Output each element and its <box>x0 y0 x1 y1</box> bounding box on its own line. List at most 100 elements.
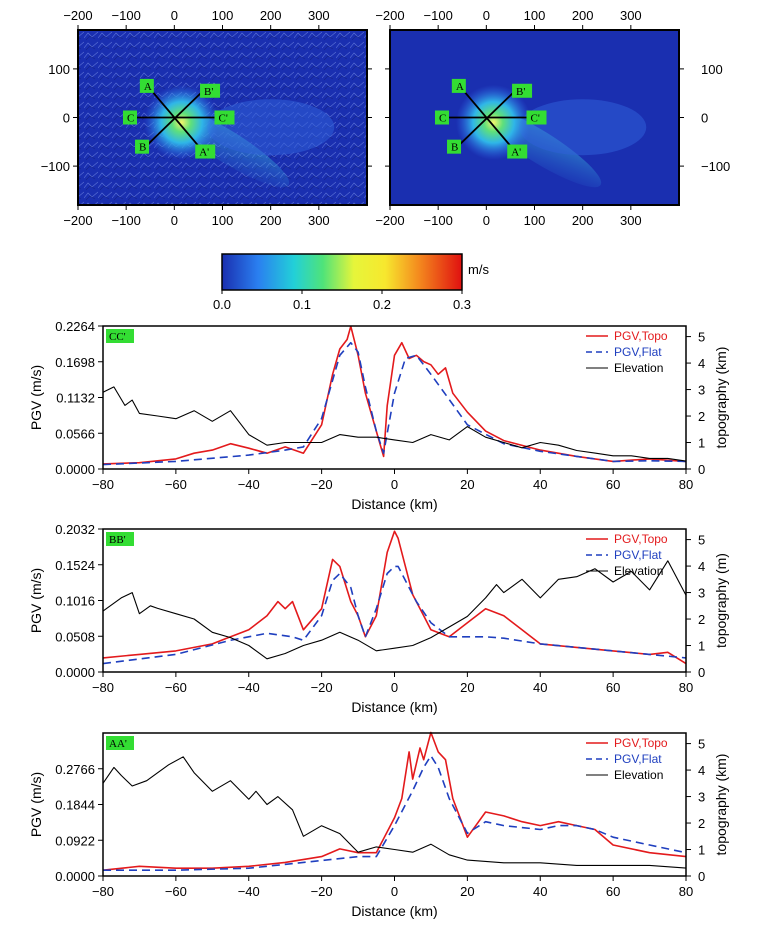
map-x-tick-label: −200 <box>63 8 92 23</box>
map-x-tick-label: −100 <box>424 8 453 23</box>
map-y-tick-label: 0 <box>701 111 708 126</box>
profile-tag-label: C' <box>531 113 540 125</box>
chart-plot-area <box>103 326 686 469</box>
map-x-tick-label: 100 <box>212 213 234 228</box>
y2-tick-label: 1 <box>698 843 705 858</box>
y2-tick-label: 2 <box>698 612 705 627</box>
profile-tag-bg <box>447 139 462 154</box>
x-tick-label: 20 <box>460 884 474 899</box>
legend-label: PGV,Topo <box>614 532 668 546</box>
x-tick-label: 40 <box>533 477 547 492</box>
colorbar-unit: m/s <box>468 262 489 277</box>
map-x-tick-label: 100 <box>524 8 546 23</box>
map-x-tick-label: 100 <box>212 8 234 23</box>
x-tick-label: 40 <box>533 884 547 899</box>
profile-tag-bg <box>507 144 528 159</box>
x-tick-label: 0 <box>391 884 398 899</box>
map-x-tick-label: −100 <box>424 213 453 228</box>
chart-panel-AA': −80 −60 −40 −20 0 20 40 60 800.00000.09220.18440… <box>28 731 729 919</box>
map-x-tick-label: 200 <box>572 8 594 23</box>
y-tick-label: 0.1524 <box>55 558 95 573</box>
profile-tag-label: B' <box>204 86 213 98</box>
x-tick-label: −80 <box>92 680 114 695</box>
panel-tag-label: AA' <box>109 738 127 750</box>
series-line-pgvtopo <box>102 530 687 665</box>
x-tick-label: 0 <box>391 477 398 492</box>
profile-tag-bg <box>434 110 449 125</box>
x-axis-title: Distance (km) <box>351 496 437 512</box>
y2-tick-label: 2 <box>698 816 705 831</box>
profile-tag-bg <box>195 144 216 159</box>
x-tick-label: −60 <box>165 680 187 695</box>
map-x-tick-label: −200 <box>63 213 92 228</box>
legend-label: Elevation <box>614 768 663 782</box>
y-tick-label: 0.1698 <box>55 355 95 370</box>
map-x-tick-label: 200 <box>260 213 282 228</box>
series-line-elevation <box>102 386 687 462</box>
map-x-tick-label: 0 <box>171 8 178 23</box>
legend-label: PGV,Flat <box>614 548 662 562</box>
profile-tag-label: B <box>451 142 458 154</box>
series-line-elevation <box>102 756 687 869</box>
chart-panel-BB': −80 −60 −40 −20 0 20 40 60 800.00000.05080.10160… <box>28 522 729 715</box>
y2-tick-label: 1 <box>698 436 705 451</box>
y2-tick-label: 5 <box>698 330 705 345</box>
x-tick-label: −40 <box>238 477 260 492</box>
y2-tick-label: 3 <box>698 586 705 601</box>
y2-tick-label: 3 <box>698 790 705 805</box>
legend-label: Elevation <box>614 361 663 375</box>
y2-tick-label: 3 <box>698 383 705 398</box>
y-axis-title: PGV (m/s) <box>28 365 44 430</box>
y-tick-label: 0.0000 <box>55 665 95 680</box>
map-x-tick-label: 100 <box>524 213 546 228</box>
series-line-pgvflat <box>102 565 687 665</box>
x-tick-label: −20 <box>311 884 333 899</box>
profile-tag-bg <box>526 110 547 125</box>
legend-label: PGV,Flat <box>614 752 662 766</box>
y2-tick-label: 4 <box>698 763 705 778</box>
map-y-tick-label: −100 <box>41 159 70 174</box>
panel-tag-bg <box>106 532 134 546</box>
x-tick-label: 80 <box>679 477 693 492</box>
y2-tick-label: 0 <box>698 869 705 884</box>
panel-tag-label: CC' <box>109 331 126 343</box>
y-tick-label: 0.0566 <box>55 426 95 441</box>
profile-tag-bg <box>139 78 154 93</box>
map-x-tick-label: −200 <box>375 8 404 23</box>
profile-tag-bg <box>122 110 137 125</box>
map-x-tick-label: 300 <box>308 8 330 23</box>
x-tick-label: −20 <box>311 477 333 492</box>
y2-axis-title: topography (km) <box>713 754 729 856</box>
map-x-tick-label: 0 <box>483 213 490 228</box>
profile-tag-label: B' <box>516 86 525 98</box>
legend-label: Elevation <box>614 564 663 578</box>
y2-tick-label: 0 <box>698 665 705 680</box>
x-tick-label: −40 <box>238 884 260 899</box>
map-pgv-low-zone <box>519 99 647 156</box>
x-tick-label: 80 <box>679 680 693 695</box>
legend-label: PGV,Topo <box>614 329 668 343</box>
map-x-tick-label: 0 <box>483 8 490 23</box>
map-x-tick-label: −200 <box>375 213 404 228</box>
y2-tick-label: 0 <box>698 462 705 477</box>
series-line-pgvflat <box>103 754 687 872</box>
y-tick-label: 0.1132 <box>56 391 95 406</box>
y-tick-label: 0.1016 <box>55 594 95 609</box>
profile-tag-bg <box>214 110 235 125</box>
map-x-tick-label: 200 <box>260 8 282 23</box>
x-tick-label: 60 <box>606 477 620 492</box>
x-tick-label: 60 <box>606 680 620 695</box>
x-tick-label: 20 <box>460 477 474 492</box>
x-tick-label: −60 <box>165 477 187 492</box>
map-y-tick-label: 100 <box>701 62 723 77</box>
map-x-tick-label: 0 <box>171 213 178 228</box>
panel-tag-bg <box>106 736 134 750</box>
map-panel-2: A A' B B' C C' −200 −200 −100 −100 0 0 100 100 200 200 3… <box>375 8 730 228</box>
map-pgv-low-zone <box>207 99 335 156</box>
map-y-tick-label: −100 <box>701 159 730 174</box>
profile-tag-label: B <box>139 142 146 154</box>
x-tick-label: −20 <box>311 680 333 695</box>
profile-tag-label: C <box>439 113 446 125</box>
profile-tag-bg <box>512 83 533 98</box>
